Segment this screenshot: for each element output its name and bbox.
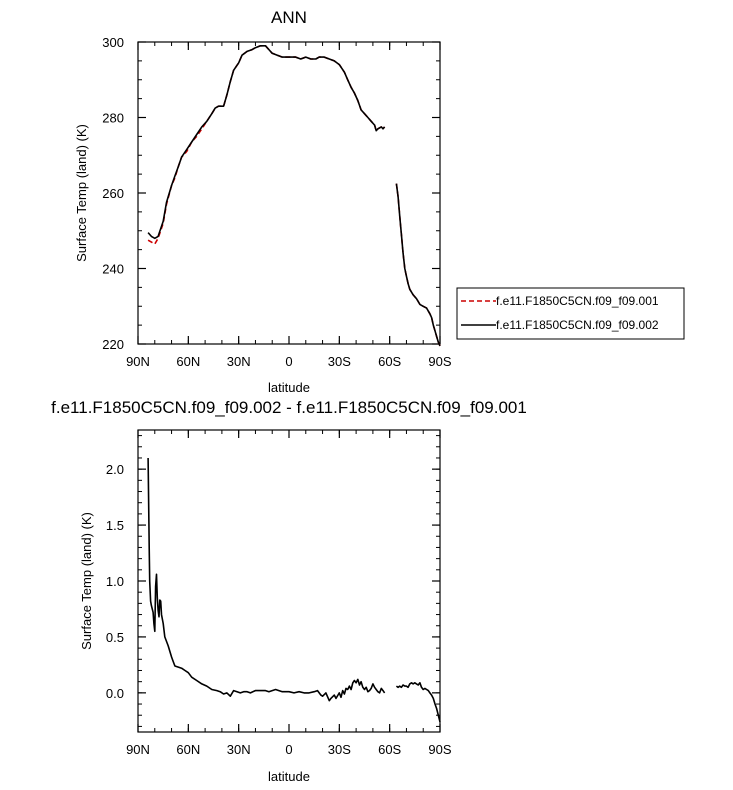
top-x-tick-label: 90N xyxy=(126,354,150,369)
legend-label-series-001: f.e11.F1850C5CN.f09_f09.001 xyxy=(496,294,659,308)
top-series-lines xyxy=(147,44,441,347)
bottom-y-axis-label: Surface Temp (land) (K) xyxy=(79,512,94,650)
bottom-series-1-line xyxy=(395,681,441,723)
top-y-tick-label: 300 xyxy=(102,35,124,50)
top-x-tick-label: 30N xyxy=(227,354,251,369)
bottom-series-lines xyxy=(147,457,441,723)
bottom-plot-frame xyxy=(137,429,441,733)
top-x-tick-label: 30S xyxy=(328,354,351,369)
bottom-x-axis-label: latitude xyxy=(268,769,310,784)
difference-chart: f.e11.F1850C5CN.f09_f09.002 - f.e11.F185… xyxy=(51,398,527,784)
top-x-tick-label: 0 xyxy=(285,354,292,369)
top-y-tick-label: 220 xyxy=(102,337,124,352)
bottom-y-tick-label: 1.0 xyxy=(106,574,124,589)
top-chart-title: ANN xyxy=(271,8,307,27)
bottom-x-tick-label: 90S xyxy=(428,742,451,757)
top-x-tick-label: 60S xyxy=(378,354,401,369)
top-x-axis-label: latitude xyxy=(268,380,310,395)
top-plot-frame xyxy=(137,41,441,345)
bottom-series-1-line xyxy=(147,457,386,702)
legend: f.e11.F1850C5CN.f09_f09.001 f.e11.F1850C… xyxy=(456,287,685,340)
top-series-1-line xyxy=(147,44,386,245)
bottom-y-tick-label: 0.5 xyxy=(106,630,124,645)
bottom-x-tick-label: 90N xyxy=(126,742,150,757)
temperature-chart: ANN 90N 60N 30N 0 30S 60S 90S 220 240 260 280 300 l… xyxy=(74,8,685,395)
bottom-x-tick-label: 60N xyxy=(176,742,200,757)
bottom-x-tick-label: 30N xyxy=(227,742,251,757)
bottom-y-tick-label: 0.0 xyxy=(106,686,124,701)
bottom-x-tick-label: 60S xyxy=(378,742,401,757)
bottom-x-tick-label: 30S xyxy=(328,742,351,757)
top-y-tick-label: 240 xyxy=(102,262,124,277)
top-series-1-line xyxy=(395,183,441,347)
top-x-tick-label: 60N xyxy=(176,354,200,369)
bottom-x-tick-label: 0 xyxy=(285,742,292,757)
bottom-y-tick-label: 1.5 xyxy=(106,518,124,533)
top-x-tick-label: 90S xyxy=(428,354,451,369)
top-y-tick-label: 260 xyxy=(102,186,124,201)
legend-label-series-002: f.e11.F1850C5CN.f09_f09.002 xyxy=(496,318,659,332)
bottom-chart-title: f.e11.F1850C5CN.f09_f09.002 - f.e11.F185… xyxy=(51,398,527,417)
top-series-2-line xyxy=(147,44,386,240)
bottom-axis-ticks: 90N 60N 30N 0 30S 60S 90S 0.0 0.5 1.0 1.5 2.0 xyxy=(106,430,452,757)
top-y-tick-label: 280 xyxy=(102,111,124,126)
top-series-2-line xyxy=(395,183,441,347)
top-axis-ticks: 90N 60N 30N 0 30S 60S 90S 220 240 260 280 300 xyxy=(102,35,452,369)
legend-box xyxy=(456,287,685,340)
bottom-y-tick-label: 2.0 xyxy=(106,462,124,477)
top-y-axis-label: Surface Temp (land) (K) xyxy=(74,124,89,262)
